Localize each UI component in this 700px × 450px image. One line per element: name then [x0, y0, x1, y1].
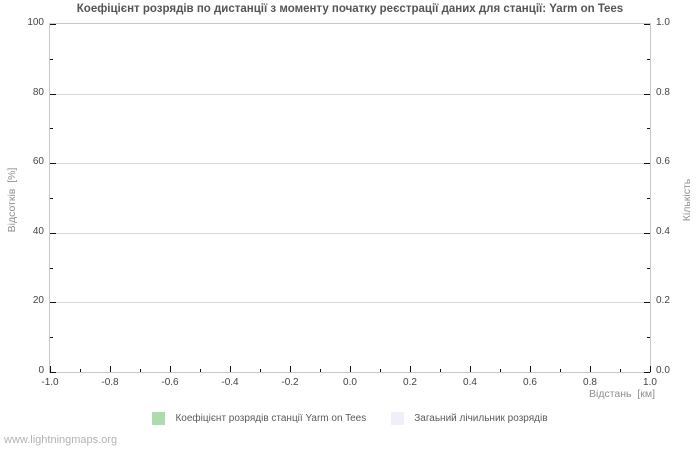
- tick-mark: [260, 369, 261, 372]
- plot-area: [49, 23, 651, 373]
- tick-mark: [470, 366, 471, 372]
- x-tick-label: 0.4: [463, 377, 477, 388]
- watermark-text: www.lightningmaps.org: [4, 434, 118, 446]
- tick-mark: [380, 369, 381, 372]
- tick-mark: [50, 337, 53, 338]
- tick-mark: [644, 94, 650, 95]
- gridline: [50, 94, 650, 95]
- legend: Коефіцієнт розрядів станції Yarm on Tees…: [0, 409, 700, 427]
- y-tick-label-left: 20: [32, 295, 44, 306]
- tick-mark: [647, 198, 650, 199]
- y-tick-label-right: 0.8: [656, 87, 670, 98]
- y-tick-label-right: 0.6: [656, 156, 670, 167]
- x-tick-label: 0.0: [343, 377, 357, 388]
- tick-mark: [644, 24, 650, 25]
- tick-mark: [530, 366, 531, 372]
- y-tick-label-left: 60: [32, 156, 44, 167]
- tick-mark: [560, 369, 561, 372]
- tick-mark: [500, 369, 501, 372]
- legend-item: Загаьний лічильник розрядів: [391, 411, 548, 425]
- x-tick-label: -1.0: [41, 377, 59, 388]
- y-axis-title-right: Кількість: [681, 178, 693, 222]
- tick-mark: [647, 128, 650, 129]
- tick-mark: [647, 59, 650, 60]
- x-tick-label: -0.8: [101, 377, 119, 388]
- tick-mark: [350, 366, 351, 372]
- tick-mark: [140, 369, 141, 372]
- tick-mark: [620, 369, 621, 372]
- tick-mark: [644, 372, 650, 373]
- tick-mark: [50, 372, 56, 373]
- tick-mark: [50, 268, 53, 269]
- x-tick-label: -0.2: [281, 377, 299, 388]
- y-tick-label-right: 0.4: [656, 226, 670, 237]
- y-tick-label-right: 0.0: [656, 365, 670, 376]
- tick-mark: [440, 369, 441, 372]
- tick-mark: [650, 366, 651, 372]
- x-tick-label: 0.8: [583, 377, 597, 388]
- tick-mark: [50, 198, 53, 199]
- tick-mark: [320, 369, 321, 372]
- tick-mark: [590, 366, 591, 372]
- gridline: [50, 233, 650, 234]
- chart-title: Коефіцієнт розрядів по дистанції з момен…: [76, 3, 624, 15]
- tick-mark: [50, 59, 53, 60]
- tick-mark: [647, 337, 650, 338]
- tick-mark: [50, 366, 51, 372]
- tick-mark: [50, 94, 56, 95]
- tick-mark: [644, 163, 650, 164]
- x-tick-label: -0.4: [221, 377, 239, 388]
- tick-mark: [290, 366, 291, 372]
- x-tick-label: 0.6: [523, 377, 537, 388]
- y-tick-label-left: 100: [27, 17, 44, 28]
- tick-mark: [50, 163, 56, 164]
- tick-mark: [200, 369, 201, 372]
- legend-swatch: [152, 411, 166, 425]
- gridline: [50, 163, 650, 164]
- y-tick-label-left: 80: [32, 87, 44, 98]
- y-tick-label-right: 1.0: [656, 17, 670, 28]
- tick-mark: [230, 366, 231, 372]
- tick-mark: [50, 128, 53, 129]
- tick-mark: [50, 302, 56, 303]
- gridline: [50, 302, 650, 303]
- y-axis-title-left: Відсотків [%]: [6, 167, 18, 233]
- tick-mark: [110, 366, 111, 372]
- x-axis-title: Відстань [км]: [589, 388, 655, 400]
- legend-item: Коефіцієнт розрядів станції Yarm on Tees: [152, 411, 367, 425]
- x-tick-label: -0.6: [161, 377, 179, 388]
- x-tick-label: 1.0: [643, 377, 657, 388]
- tick-mark: [80, 369, 81, 372]
- y-tick-label-right: 0.2: [656, 295, 670, 306]
- tick-mark: [410, 366, 411, 372]
- y-tick-label-left: 40: [32, 226, 44, 237]
- x-tick-label: 0.2: [403, 377, 417, 388]
- tick-mark: [647, 268, 650, 269]
- legend-label: Коефіцієнт розрядів станції Yarm on Tees: [175, 412, 367, 424]
- tick-mark: [644, 302, 650, 303]
- tick-mark: [170, 366, 171, 372]
- tick-mark: [644, 233, 650, 234]
- legend-label: Загаьний лічильник розрядів: [414, 412, 548, 424]
- tick-mark: [50, 233, 56, 234]
- legend-swatch: [391, 411, 405, 425]
- tick-mark: [50, 24, 56, 25]
- y-tick-label-left: 0: [38, 365, 44, 376]
